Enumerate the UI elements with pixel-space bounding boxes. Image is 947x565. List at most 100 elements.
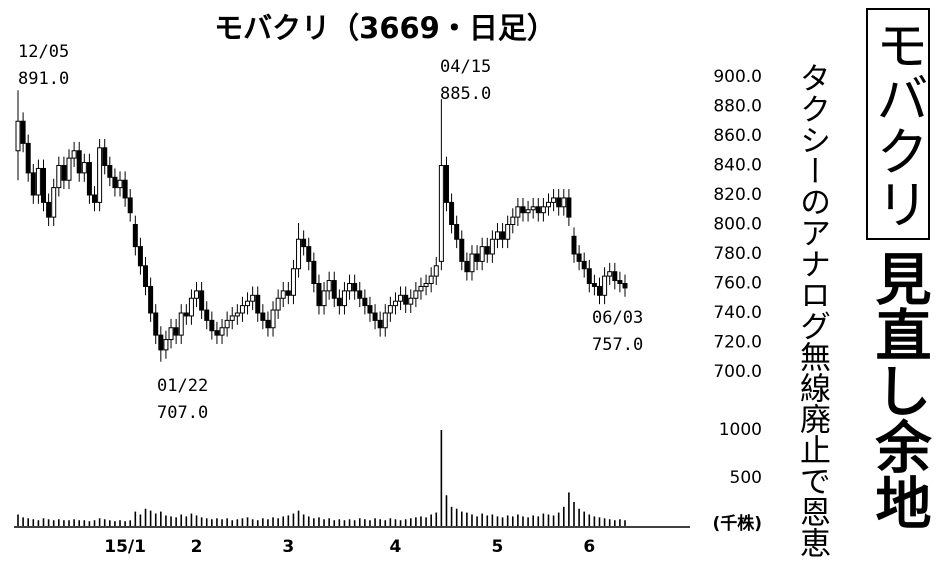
volume-bar [501,517,504,526]
candle-body [158,334,164,351]
candle-body [148,285,154,314]
candle-body [372,312,378,321]
candle-body [321,290,327,307]
y-tick-label: 820.0 [713,185,762,205]
y-tick-label: 800.0 [713,215,762,235]
candle-body [571,235,577,255]
candle-body [561,197,567,208]
y-tick-label: 740.0 [713,303,762,323]
volume-bar [323,519,325,526]
candle-body [311,260,317,284]
volume-bar [506,515,509,526]
candle-body [224,319,230,329]
volume-bar [302,514,305,526]
volume-bar [32,519,35,526]
volume-bar [552,515,555,526]
volume-bar [200,517,203,526]
volume-bar [165,515,167,526]
candle-body [204,309,210,321]
volume-bar [98,518,101,526]
y-tick-label: 760.0 [713,274,762,294]
candle-body [316,283,322,307]
candle-body [234,312,240,317]
candle-body [245,300,251,307]
candle-body [596,285,602,296]
volume-bar [205,518,208,526]
candle-body [591,283,597,287]
volume-bar [313,518,315,526]
candle-body [143,265,149,287]
volume-bar [190,513,193,526]
candle-body [515,206,521,218]
candle-body [622,283,628,289]
volume-bar [430,514,432,526]
volume-bar [277,518,279,526]
candle-body [15,120,21,152]
candle-body [612,271,618,282]
volume-bar [160,511,162,526]
volume-bar [588,514,591,526]
candle-body [387,305,393,314]
candle-body [270,309,276,329]
candle-body [500,231,506,240]
volume-tick-label: 1000 [719,420,762,440]
volume-bar [37,520,40,526]
candle-body [408,297,414,305]
volume-bar [486,515,489,526]
candle-body [178,312,184,336]
volume-bar [481,513,483,526]
volume-bar [450,506,453,526]
candle-body [392,300,398,307]
volume-bar [415,517,417,526]
volume-bar [282,516,285,526]
volume-bar [435,512,438,526]
candle-body [265,319,271,329]
x-tick-label: 5 [492,537,504,557]
candle-body [586,268,592,284]
candle-body [275,297,281,311]
candle-body [188,297,194,317]
volume-bar [109,520,111,526]
volume-bar [262,518,264,526]
volume-bar [241,518,244,526]
volume-bar [425,517,427,526]
candle-body [255,294,261,314]
volume-bar [88,521,91,526]
volume-bar [348,519,351,526]
candle-body [535,206,541,214]
volume-bar [455,508,458,526]
candle-body [454,224,460,240]
candle-body [617,280,623,284]
volume-bar [338,519,341,526]
candle-body [418,285,424,292]
annotation-date: 04/15 [440,57,491,77]
candle-body [479,246,485,262]
candle-body [20,120,26,144]
candle-body [581,260,587,270]
candle-body [41,167,47,203]
candle-body [341,290,347,307]
candle-body [352,283,358,292]
volume-bar [353,520,356,526]
candle-body [194,290,200,299]
volume-bar [613,520,616,526]
candle-body [81,162,87,174]
volume-bar [236,519,239,526]
volume-bar [58,519,60,526]
candle-body [92,194,98,203]
candle-body [398,294,404,302]
candle-body [469,253,475,273]
volume-bar [47,519,50,526]
volume-bar [144,508,147,526]
candle-body [163,339,169,351]
volume-bar [307,516,310,526]
headline-lead: タクシーのアナログ無線廃止で恩恵 [794,62,830,558]
x-tick-label: 15/1 [104,537,146,557]
volume-bar [522,516,524,526]
volume-bar [440,430,443,526]
volume-bar [83,520,86,526]
candle-body [173,327,179,336]
candle-body [137,246,143,267]
candle-body [250,294,256,302]
candle-body [97,147,103,203]
